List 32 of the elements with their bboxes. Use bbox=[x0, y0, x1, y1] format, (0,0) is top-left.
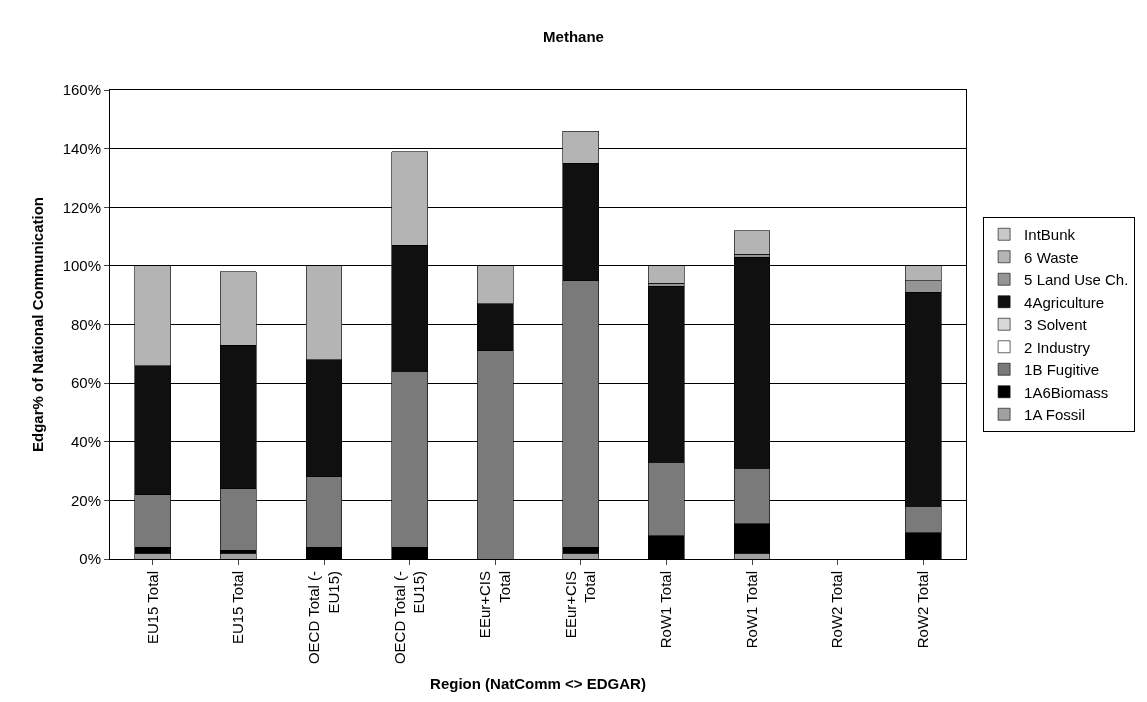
x-tick-label: EEur+CIS Total bbox=[561, 571, 599, 639]
legend-label: 6 Waste bbox=[1024, 248, 1079, 266]
y-tick-label: 140% bbox=[62, 139, 101, 157]
y-tick-label: 20% bbox=[70, 491, 101, 509]
legend-label: 1B Fugitive bbox=[1024, 361, 1100, 379]
y-tick-label: 120% bbox=[62, 198, 101, 216]
x-axis-title: Region (NatComm <> EDGAR) bbox=[430, 675, 646, 693]
x-tick-label: RoW2 Total bbox=[914, 571, 932, 649]
legend-label: IntBunk bbox=[1024, 226, 1076, 244]
legend-label: 4Agriculture bbox=[1024, 293, 1105, 311]
x-tick-label: OECD Total (- EU15) bbox=[305, 571, 342, 665]
y-tick-label: 60% bbox=[70, 374, 101, 392]
y-tick-label: 40% bbox=[70, 433, 101, 450]
bar bbox=[733, 230, 771, 255]
y-tick-label: 100% bbox=[62, 257, 101, 275]
x-tick-label: OECD Total (- EU15) bbox=[390, 571, 428, 665]
x-tick-label: RoW1 Total bbox=[742, 571, 760, 649]
legend-label: 3 Solvent bbox=[1024, 316, 1088, 334]
legend-label: 2 Industry bbox=[1024, 338, 1091, 356]
y-tick-label: 160% bbox=[62, 81, 101, 99]
x-tick-label: EU15 Total bbox=[229, 571, 247, 645]
legend-label: 5 Land Use Ch. bbox=[1024, 271, 1129, 289]
x-tick-label: RoW1 Total bbox=[657, 571, 675, 649]
chart-title: Methane bbox=[543, 28, 604, 46]
x-tick-label: RoW2 Total bbox=[828, 571, 846, 649]
y-tick-label: 80% bbox=[70, 315, 101, 333]
y-tick-label: 0% bbox=[79, 550, 101, 568]
x-tick-label: EU15 Total bbox=[143, 571, 161, 645]
x-tick-label: EEur+CIS Total bbox=[476, 571, 513, 639]
legend-label: 1A6Biomass bbox=[1024, 383, 1109, 401]
legend-label: 1A Fossil bbox=[1024, 406, 1085, 424]
y-axis-title: Edgar% of National Communication bbox=[28, 196, 46, 453]
